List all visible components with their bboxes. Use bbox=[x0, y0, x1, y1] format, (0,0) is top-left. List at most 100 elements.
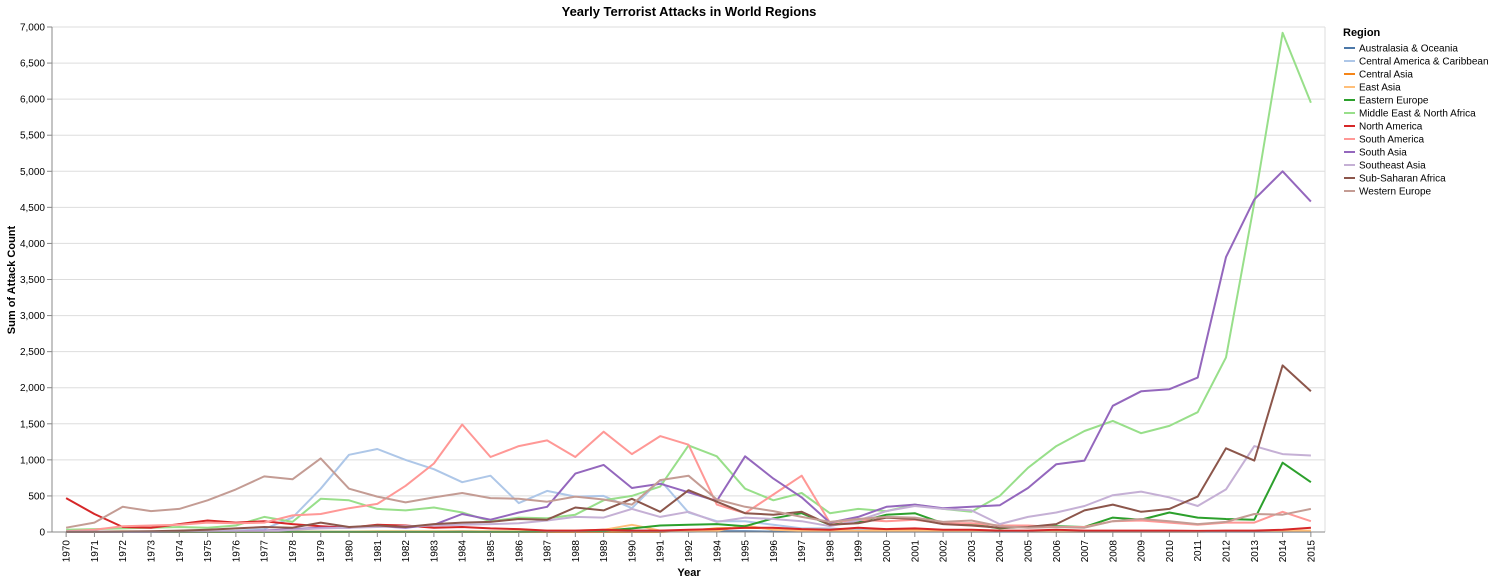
y-tick-label: 4,000 bbox=[20, 239, 45, 250]
legend-label: Sub-Saharan Africa bbox=[1359, 174, 1446, 185]
x-tick-label: 1995 bbox=[741, 540, 752, 563]
x-tick-label: 2002 bbox=[939, 540, 950, 563]
x-tick-label: 1998 bbox=[825, 540, 836, 563]
legend-item: Sub-Saharan Africa bbox=[1344, 174, 1446, 185]
legend-label: North America bbox=[1359, 122, 1423, 133]
y-tick-label: 1,000 bbox=[20, 455, 45, 466]
x-tick-label: 2012 bbox=[1221, 540, 1232, 563]
legend-label: Middle East & North Africa bbox=[1359, 109, 1476, 120]
x-tick-label: 1978 bbox=[288, 540, 299, 563]
legend-item: Central America & Caribbean bbox=[1344, 57, 1489, 68]
x-tick-label: 1972 bbox=[118, 540, 129, 563]
x-tick-label: 1980 bbox=[345, 540, 356, 563]
legend-label: Southeast Asia bbox=[1359, 161, 1426, 172]
series-line-sub-saharan-africa bbox=[66, 364, 1312, 533]
x-tick-label: 2007 bbox=[1080, 540, 1091, 563]
x-tick-label: 1984 bbox=[458, 540, 469, 563]
x-tick-label: 1985 bbox=[486, 540, 497, 563]
x-tick-label: 2009 bbox=[1137, 540, 1148, 563]
x-tick-label: 2008 bbox=[1108, 540, 1119, 563]
y-tick-label: 4,500 bbox=[20, 203, 45, 214]
series-line-southeast-asia bbox=[66, 445, 1311, 533]
y-tick-label: 5,000 bbox=[20, 167, 45, 178]
x-tick-label: 1999 bbox=[854, 540, 865, 563]
x-axis-title: Year bbox=[677, 567, 701, 579]
x-tick-label: 1970 bbox=[62, 540, 73, 563]
series-line-middle-east-north-africa bbox=[66, 31, 1312, 531]
legend-label: South America bbox=[1359, 135, 1424, 146]
y-tick-label: 7,000 bbox=[20, 23, 45, 34]
legend-item: East Asia bbox=[1344, 83, 1401, 94]
legend-item: South America bbox=[1344, 135, 1424, 146]
x-tick-label: 2013 bbox=[1250, 540, 1261, 563]
x-tick-label: 1982 bbox=[401, 540, 412, 563]
legend-label: East Asia bbox=[1359, 83, 1401, 94]
y-axis-title: Sum of Attack Count bbox=[6, 225, 18, 334]
series-line-south-america bbox=[66, 423, 1312, 533]
x-tick-label: 1986 bbox=[514, 540, 525, 563]
legend-title: Region bbox=[1343, 27, 1381, 39]
y-tick-label: 6,000 bbox=[20, 95, 45, 106]
x-tick-label: 1973 bbox=[147, 540, 158, 563]
legend-item: Middle East & North Africa bbox=[1344, 109, 1476, 120]
legend: Region Australasia & Oceania Central Amer… bbox=[1343, 27, 1489, 198]
x-tick-label: 1989 bbox=[599, 540, 610, 563]
legend-item: North America bbox=[1344, 122, 1423, 133]
x-tick-label: 1981 bbox=[373, 540, 384, 563]
x-tick-label: 1990 bbox=[627, 540, 638, 563]
y-tick-label: 2,500 bbox=[20, 347, 45, 358]
legend-item: Western Europe bbox=[1344, 187, 1432, 198]
x-axis: 1970 1971 1972 1973 1974 1975 1976 1977 1978 1979… bbox=[52, 531, 1325, 563]
y-tick-label: 1,500 bbox=[20, 419, 45, 430]
x-tick-label: 1987 bbox=[543, 540, 554, 563]
x-tick-label: 1979 bbox=[316, 540, 327, 563]
y-gridlines bbox=[52, 26, 1326, 533]
x-tick-label: 2003 bbox=[967, 540, 978, 563]
series-line-western-europe bbox=[65, 457, 1312, 529]
chart-title: Yearly Terrorist Attacks in World Region… bbox=[562, 4, 817, 19]
x-tick-label: 1974 bbox=[175, 540, 186, 563]
legend-label: Western Europe bbox=[1359, 187, 1432, 198]
legend-label: South Asia bbox=[1359, 148, 1407, 159]
legend-item: Australasia & Oceania bbox=[1344, 44, 1458, 55]
x-tick-label: 2011 bbox=[1193, 540, 1204, 562]
series-line-north-america bbox=[65, 497, 1311, 532]
y-tick-label: 6,500 bbox=[20, 59, 45, 70]
legend-label: Central America & Caribbean bbox=[1359, 57, 1489, 68]
y-tick-label: 5,500 bbox=[20, 131, 45, 142]
y-tick-label: 3,500 bbox=[20, 275, 45, 286]
x-tick-label: 1992 bbox=[684, 540, 695, 563]
legend-item: Eastern Europe bbox=[1344, 96, 1429, 107]
legend-label: Eastern Europe bbox=[1359, 96, 1429, 107]
x-tick-label: 1988 bbox=[571, 540, 582, 563]
x-tick-label: 2005 bbox=[1023, 540, 1034, 563]
x-tick-label: 1977 bbox=[260, 540, 271, 563]
x-tick-label: 1983 bbox=[429, 540, 440, 563]
x-tick-label: 1994 bbox=[712, 540, 723, 563]
x-tick-label: 1997 bbox=[797, 540, 808, 563]
legend-label: Australasia & Oceania bbox=[1359, 44, 1458, 55]
x-tick-label: 1971 bbox=[90, 540, 101, 563]
x-tick-label: 1976 bbox=[231, 540, 242, 563]
legend-item: South Asia bbox=[1344, 148, 1407, 159]
y-tick-label: 500 bbox=[28, 491, 45, 502]
series-lines bbox=[65, 31, 1312, 533]
y-tick-label: 0 bbox=[39, 528, 45, 539]
x-tick-label: 2001 bbox=[910, 540, 921, 563]
x-tick-label: 2010 bbox=[1165, 540, 1176, 563]
x-tick-label: 1975 bbox=[203, 540, 214, 563]
legend-item: Central Asia bbox=[1344, 70, 1413, 81]
y-tick-label: 2,000 bbox=[20, 383, 45, 394]
x-tick-label: 1996 bbox=[769, 540, 780, 563]
x-tick-label: 2004 bbox=[995, 540, 1006, 563]
x-tick-label: 2000 bbox=[882, 540, 893, 563]
legend-item: Southeast Asia bbox=[1344, 161, 1426, 172]
y-tick-label: 3,000 bbox=[20, 311, 45, 322]
x-tick-label: 2006 bbox=[1052, 540, 1063, 563]
y-axis: 0 500 1,000 1,500 2,000 2,500 3,000 3,500 4,000 4… bbox=[20, 23, 53, 539]
x-tick-label: 2015 bbox=[1306, 540, 1317, 563]
x-tick-label: 2014 bbox=[1278, 540, 1289, 563]
legend-label: Central Asia bbox=[1359, 70, 1413, 81]
x-tick-label: 1991 bbox=[656, 540, 667, 563]
